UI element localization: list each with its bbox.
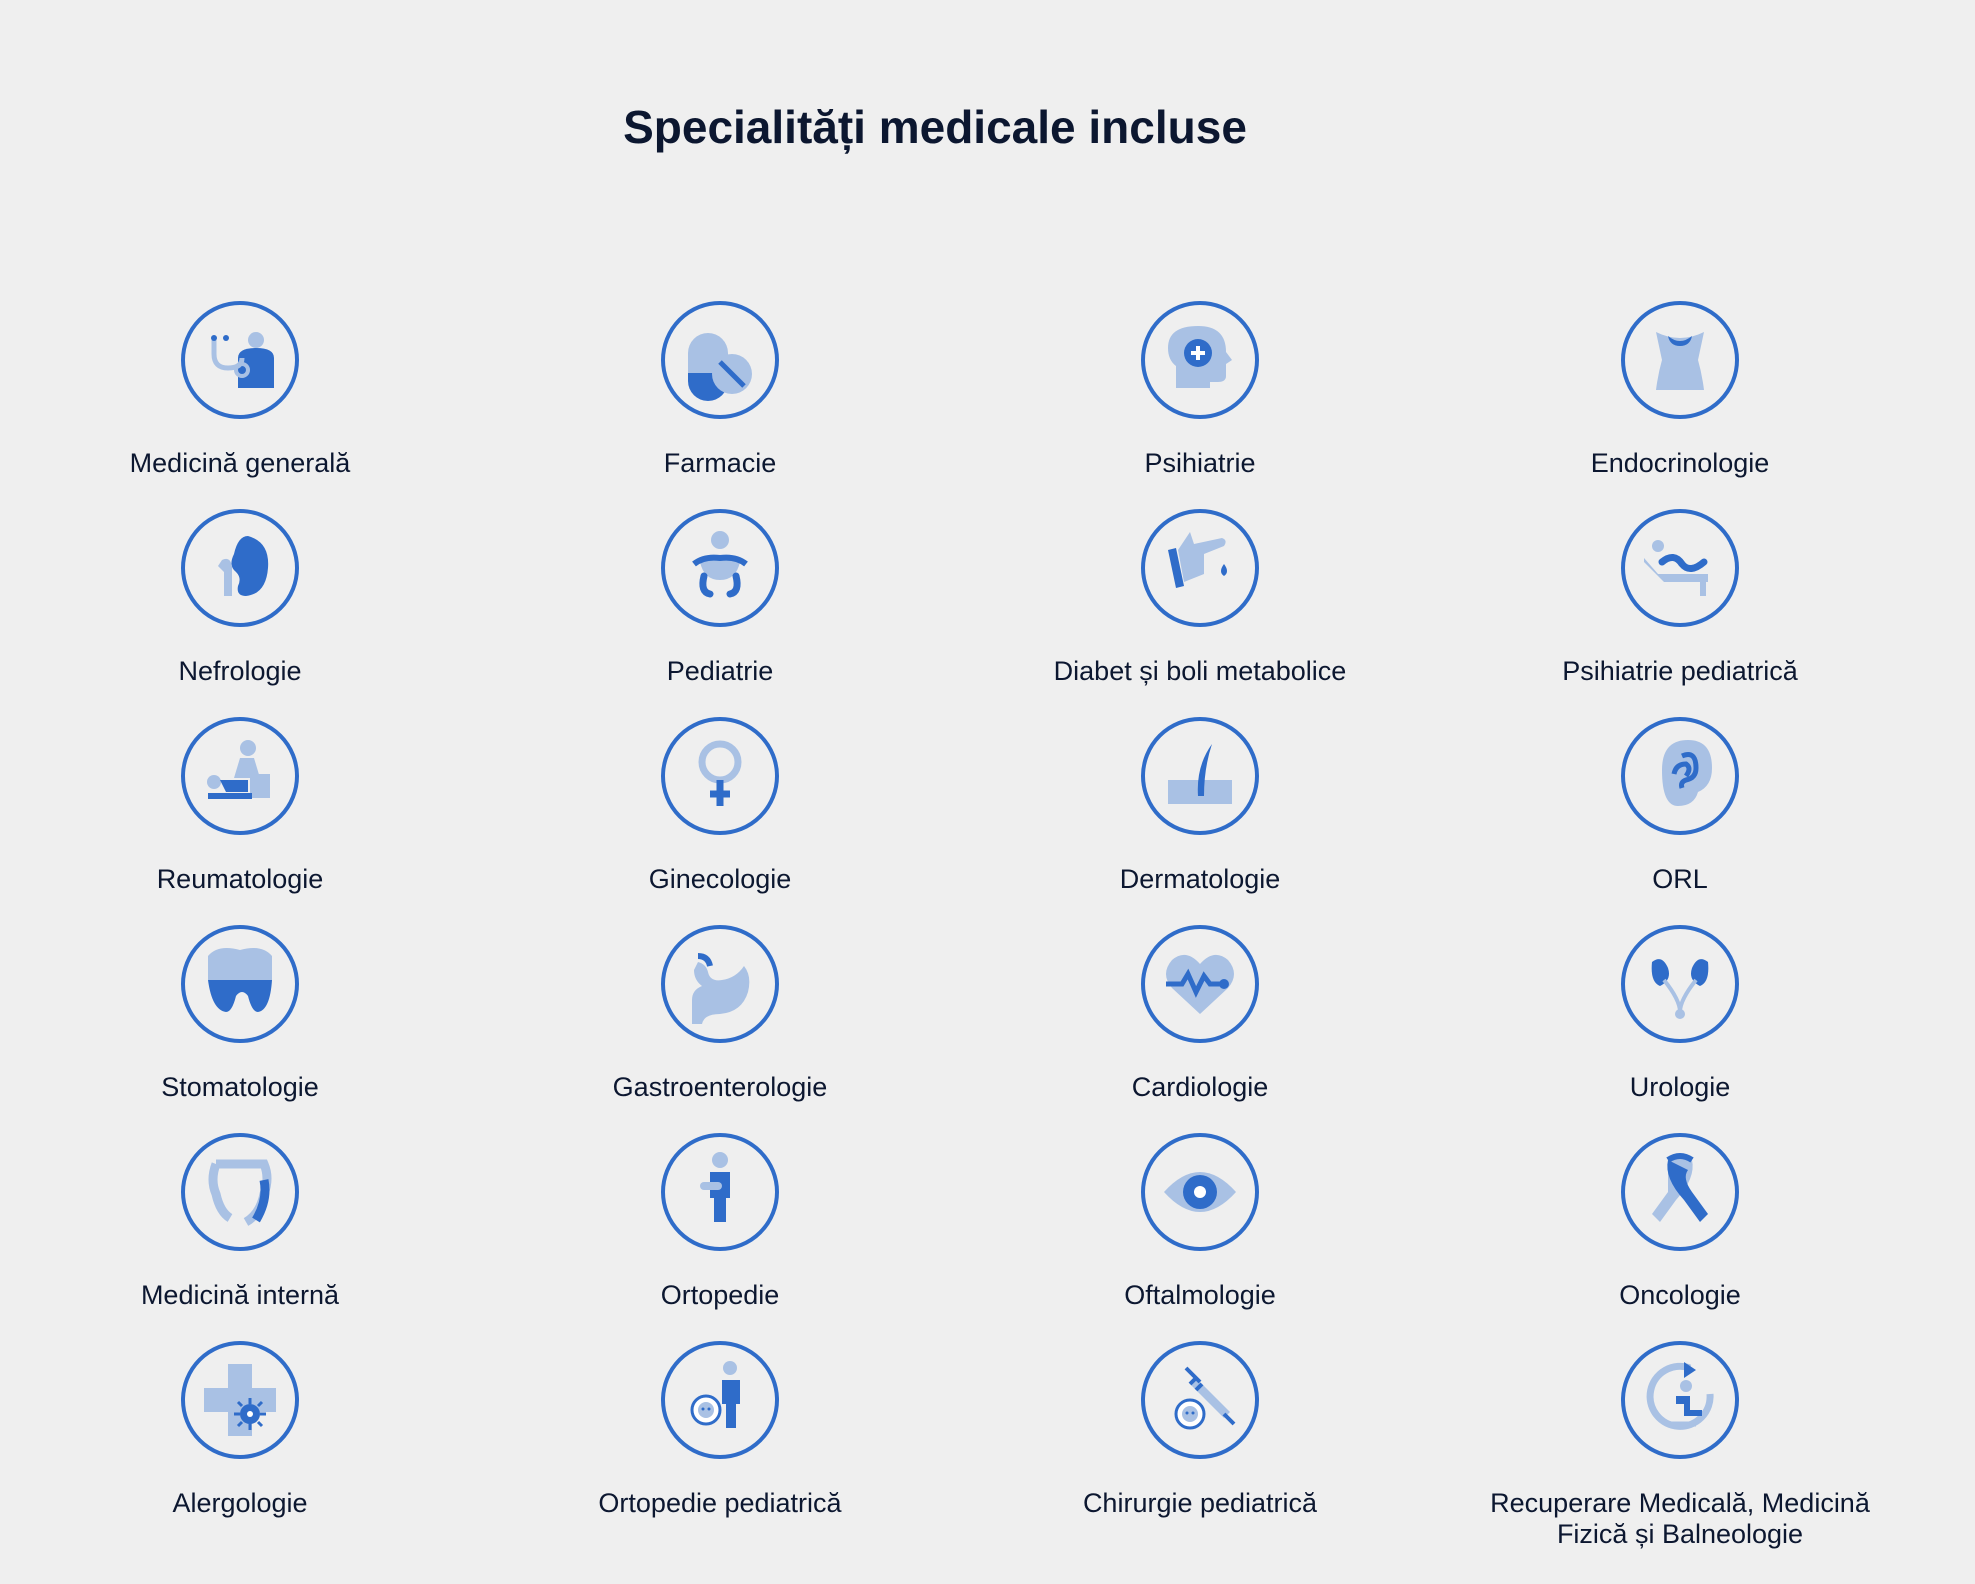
specialty-label: Alergologie: [172, 1488, 308, 1518]
specialty-label: Oftalmologie: [1124, 1280, 1276, 1310]
specialty-label: Reumatologie: [156, 864, 324, 894]
specialty-item[interactable]: Oftalmologie: [960, 1130, 1440, 1338]
thyroid-neck-icon: [1618, 298, 1742, 422]
specialty-label: Dermatologie: [1119, 864, 1281, 894]
physiotherapy-icon: [178, 714, 302, 838]
specialties-grid: Medicină generală Farmacie Psihiatrie En…: [0, 298, 1920, 1549]
rehabilitation-icon: [1618, 1338, 1742, 1462]
specialty-label: Endocrinologie: [1590, 448, 1770, 478]
specialty-label: Psihiatrie pediatrică: [1562, 656, 1798, 686]
specialty-label: Diabet și boli metabolice: [1053, 656, 1347, 686]
specialty-label: Recuperare Medicală, Medicină Fizică și …: [1490, 1488, 1870, 1549]
stethoscope-doctor-icon: [178, 298, 302, 422]
awareness-ribbon-icon: [1618, 1130, 1742, 1254]
female-symbol-icon: [658, 714, 782, 838]
specialty-item[interactable]: Stomatologie: [0, 922, 480, 1130]
specialty-label: Farmacie: [663, 448, 777, 478]
cross-virus-icon: [178, 1338, 302, 1462]
stomach-icon: [658, 922, 782, 1046]
patient-couch-icon: [1618, 506, 1742, 630]
specialty-label: Chirurgie pediatrică: [1082, 1488, 1318, 1518]
specialty-item[interactable]: ORL: [1440, 714, 1920, 922]
specialty-label: Ortopedie: [660, 1280, 780, 1310]
specialty-item[interactable]: Dermatologie: [960, 714, 1440, 922]
specialty-label: Cardiologie: [1131, 1072, 1269, 1102]
baby-icon: [658, 506, 782, 630]
specialty-item[interactable]: Ginecologie: [480, 714, 960, 922]
specialty-label: ORL: [1652, 864, 1708, 894]
specialty-item[interactable]: Ortopedie: [480, 1130, 960, 1338]
specialty-item[interactable]: Oncologie: [1440, 1130, 1920, 1338]
specialty-label: Oncologie: [1619, 1280, 1741, 1310]
specialty-item[interactable]: Alergologie: [0, 1338, 480, 1546]
person-arm-icon: [658, 1130, 782, 1254]
specialty-item[interactable]: Reumatologie: [0, 714, 480, 922]
specialty-label: Urologie: [1629, 1072, 1731, 1102]
specialty-item[interactable]: Farmacie: [480, 298, 960, 506]
specialty-item[interactable]: Medicină internă: [0, 1130, 480, 1338]
specialty-item[interactable]: Recuperare Medicală, Medicină Fizică și …: [1440, 1338, 1920, 1549]
pills-icon: [658, 298, 782, 422]
specialty-label: Pediatrie: [666, 656, 774, 686]
ear-icon: [1618, 714, 1742, 838]
specialty-item[interactable]: Psihiatrie: [960, 298, 1440, 506]
specialty-item[interactable]: Nefrologie: [0, 506, 480, 714]
head-plus-icon: [1138, 298, 1262, 422]
specialty-label: Ginecologie: [648, 864, 792, 894]
specialty-label: Stomatologie: [161, 1072, 319, 1102]
heart-pulse-icon: [1138, 922, 1262, 1046]
specialty-item[interactable]: Ortopedie pediatrică: [480, 1338, 960, 1546]
specialty-label: Medicină internă: [140, 1280, 340, 1310]
specialty-item[interactable]: Gastroenterologie: [480, 922, 960, 1130]
skin-hair-icon: [1138, 714, 1262, 838]
specialty-item[interactable]: Urologie: [1440, 922, 1920, 1130]
specialty-item[interactable]: Psihiatrie pediatrică: [1440, 506, 1920, 714]
page-title: Specialități medicale incluse: [623, 101, 1247, 153]
specialty-item[interactable]: Chirurgie pediatrică: [960, 1338, 1440, 1546]
specialty-label: Nefrologie: [178, 656, 302, 686]
specialty-label: Psihiatrie: [1144, 448, 1256, 478]
tooth-icon: [178, 922, 302, 1046]
urinary-system-icon: [1618, 922, 1742, 1046]
child-syringe-icon: [1138, 1338, 1262, 1462]
kidney-icon: [178, 506, 302, 630]
specialty-label: Medicină generală: [129, 448, 351, 478]
specialty-item[interactable]: Endocrinologie: [1440, 298, 1920, 506]
intestines-icon: [178, 1130, 302, 1254]
specialty-item[interactable]: Pediatrie: [480, 506, 960, 714]
glucose-finger-icon: [1138, 506, 1262, 630]
child-orthopedics-icon: [658, 1338, 782, 1462]
eye-icon: [1138, 1130, 1262, 1254]
specialty-item[interactable]: Diabet și boli metabolice: [960, 506, 1440, 714]
specialty-item[interactable]: Medicină generală: [0, 298, 480, 506]
specialty-item[interactable]: Cardiologie: [960, 922, 1440, 1130]
specialty-label: Gastroenterologie: [612, 1072, 828, 1102]
specialty-label: Ortopedie pediatrică: [598, 1488, 842, 1518]
